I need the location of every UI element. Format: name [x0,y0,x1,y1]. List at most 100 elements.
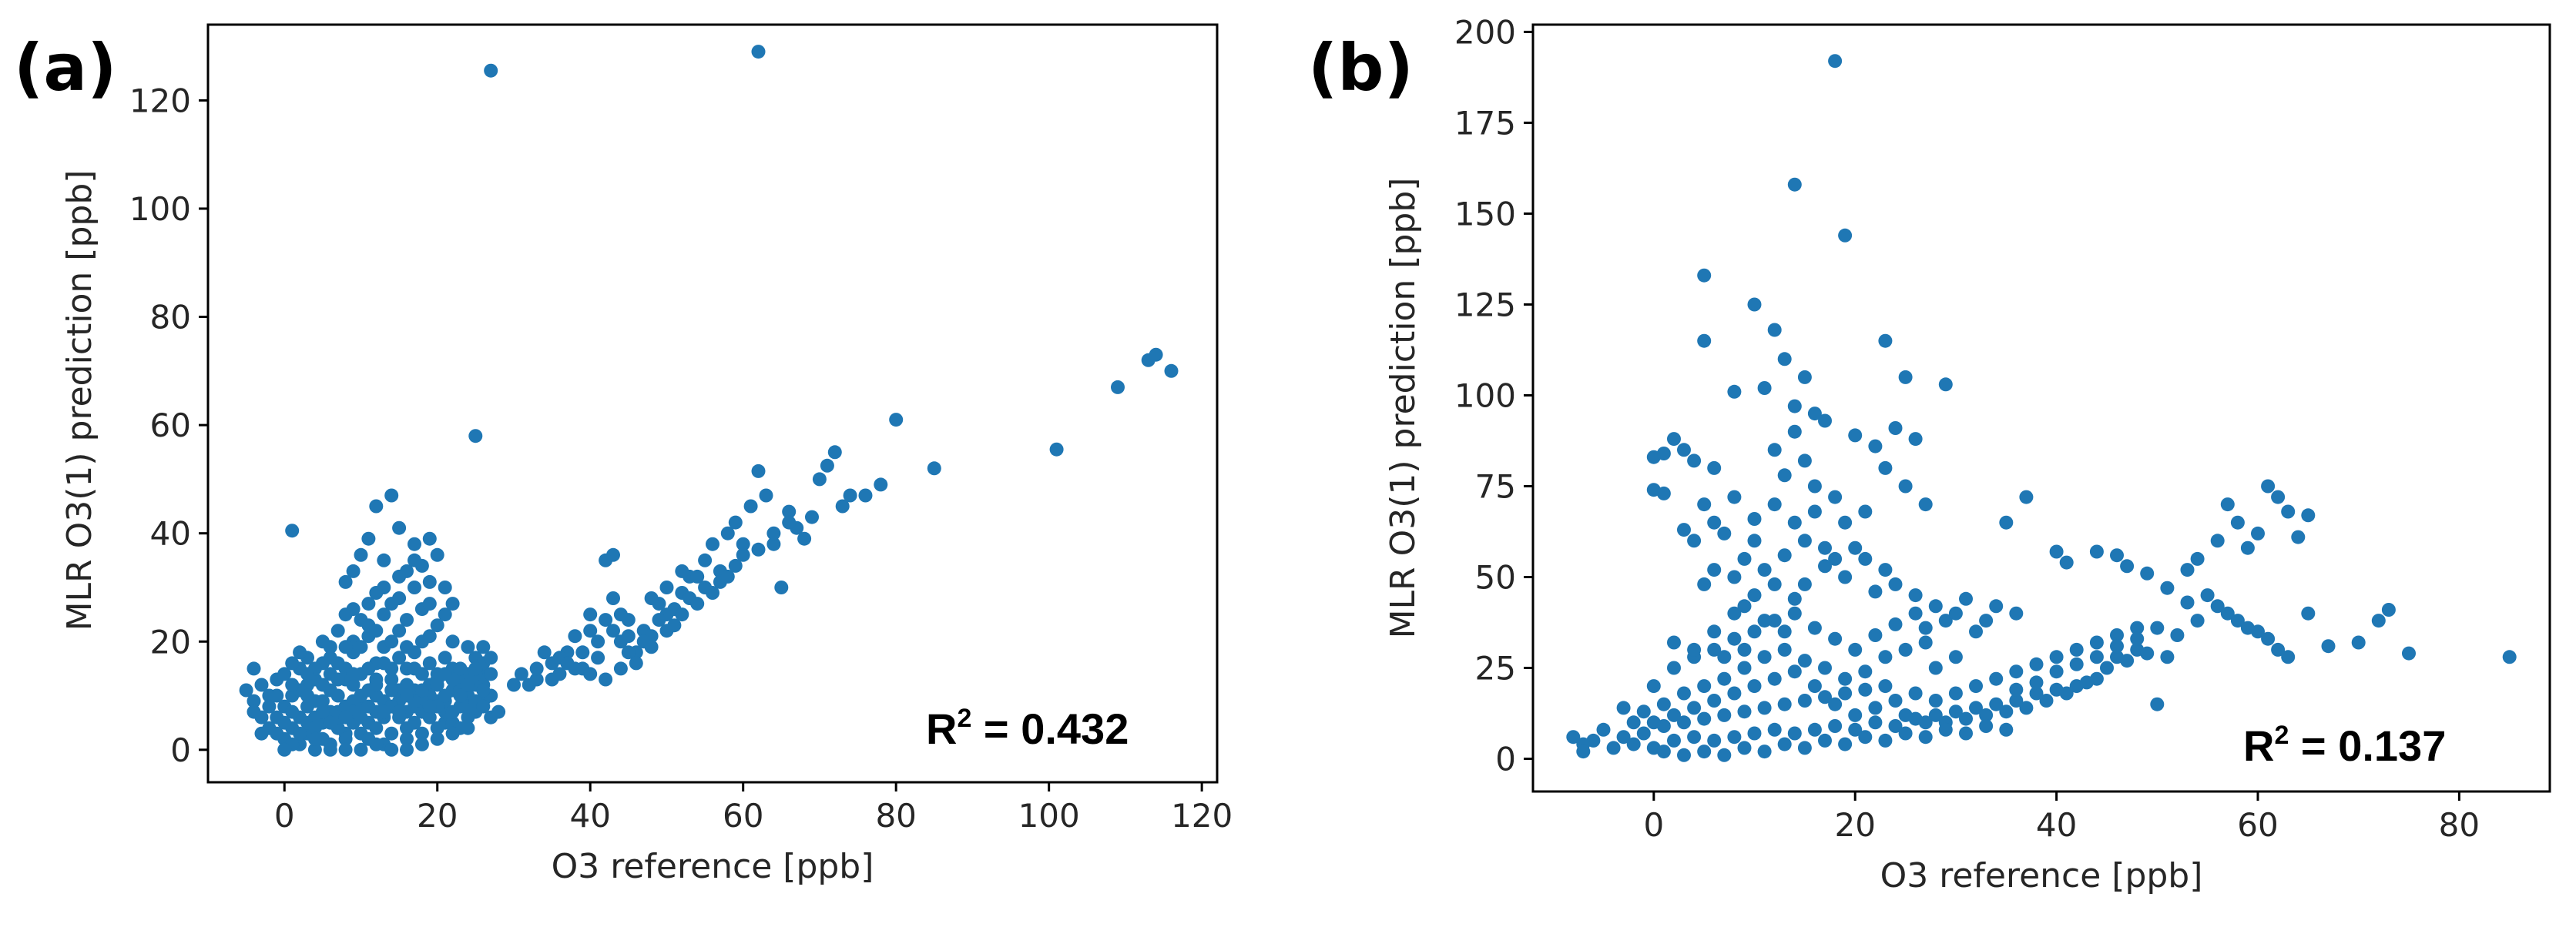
panel-a-point-279 [384,634,399,649]
panel-a-point-307 [476,699,491,714]
panel-a-point-41 [606,591,620,605]
panel-b-point-134 [1959,711,1973,726]
panel-a-point-86 [591,634,605,649]
panel-b-point-90 [2301,508,2316,523]
panel-a-point-74 [706,586,719,600]
panel-a-point-322 [476,640,491,654]
panel-b-point-53 [1797,577,1812,591]
panel-b-point-213 [1888,694,1903,708]
panel-a-point-69 [621,645,636,660]
panel-b-point-148 [1687,730,1702,745]
panel-b-point-232 [2130,631,2145,646]
panel-b-point-97 [2261,631,2276,646]
panel-a-label: (a) [14,30,116,105]
panel-a-point-116 [400,613,414,627]
panel-b-point-211 [1848,708,1863,722]
panel-b-point-19 [1807,479,1822,494]
panel-b-point-14 [1818,413,1832,428]
panel-b-point-163 [1717,708,1732,722]
panel-b-point-92 [2210,599,2225,614]
panel-a-point-21 [706,537,719,551]
panel-a-point-19 [728,515,743,530]
panel-b-point-63 [1918,621,1933,635]
panel-a-point-198 [247,694,261,708]
panel-b-point-137 [1898,708,1913,722]
panel-a-point-88 [621,629,636,644]
panel-b-point-182 [1858,664,1873,679]
panel-a-point-291 [254,726,269,741]
panel-b-point-162 [1697,711,1712,726]
panel-a-r2-symbol: R [926,704,957,753]
panel-b-point-73 [2059,555,2074,570]
panel-b-point-264 [1787,515,1802,530]
panel-b-point-224 [2110,628,2124,642]
panel-b-point-65 [1959,591,1973,606]
panel-b-point-74 [2089,544,2104,559]
panel-b-point-168 [1818,690,1832,704]
panel-b-point-205 [1727,686,1742,701]
panel-b-point-93 [2220,606,2235,621]
panel-a-y-tick-label-20: 20 [150,623,191,661]
panel-b-point-118 [2029,686,2044,701]
panel-b-point-7 [1767,323,1782,337]
panel-a-point-4 [1049,442,1064,457]
panel-b-point-257 [1767,577,1782,591]
panel-a-point-50 [522,678,536,692]
panel-b-point-27 [1918,497,1933,512]
panel-a-point-5 [1111,380,1125,394]
panel-b-point-108 [2170,628,2185,642]
panel-b-point-274 [1737,642,1752,657]
panel-b-point-55 [1838,570,1853,584]
panel-a-point-308 [461,721,475,735]
panel-a-point-214 [285,704,300,719]
panel-b-point-34 [1646,450,1661,464]
panel-a-point-288 [285,656,300,671]
panel-a-point-16 [759,488,773,503]
panel-a-point-259 [323,715,337,730]
panel-b-x-tick-label-80: 80 [2439,806,2480,844]
panel-a-point-66 [766,526,781,540]
panel-a-point-157 [384,672,399,687]
panel-b-point-56 [1858,551,1873,566]
panel-b-point-177 [1757,650,1772,664]
panel-b-point-178 [1777,642,1792,657]
panel-a-point-263 [384,683,399,698]
panel-a-r2-value: = 0.432 [971,704,1129,753]
panel-a-point-273 [392,591,407,605]
panel-a-point-249 [392,704,407,719]
panel-a-point-75 [720,569,735,584]
panel-b-point-77 [2140,566,2155,581]
panel-a-point-1 [751,45,766,59]
panel-b-point-91 [2200,588,2215,603]
panel-b-point-253 [1626,715,1641,730]
panel-b-point-41 [1727,490,1742,504]
panel-a-point-17 [751,464,766,478]
panel-b-point-103 [2371,614,2386,628]
panel-b-point-169 [1838,686,1853,701]
panel-a-point-292 [262,699,277,714]
panel-a-point-238 [445,704,460,719]
panel-b-point-193 [1807,621,1822,635]
panel-b-point-20 [1828,490,1843,504]
panel-a-point-328 [408,553,421,567]
panel-b-y-tick-label-25: 25 [1475,650,1516,688]
panel-b-point-13 [1807,407,1822,421]
panel-b-point-272 [1667,635,1681,650]
panel-a-point-13 [812,472,827,487]
panel-b-point-139 [1868,715,1883,730]
panel-b-point-255 [1727,606,1742,621]
panel-a-point-240 [476,683,491,698]
panel-b-point-78 [2160,581,2175,595]
panel-b-y-tick-label-75: 75 [1475,467,1516,505]
panel-a-point-256 [277,742,292,757]
panel-b-point-104 [2381,603,2396,617]
panel-b-point-225 [2130,621,2145,635]
panel-a-point-30 [874,477,888,492]
panel-b-point-49 [1697,577,1712,591]
panel-a-point-64 [728,558,743,573]
panel-b-point-47 [1737,551,1752,566]
panel-b-point-59 [1888,577,1903,591]
panel-a-point-104 [346,564,361,578]
panel-a-point-71 [652,613,666,627]
panel-b-x-tick-label-40: 40 [2036,806,2077,844]
